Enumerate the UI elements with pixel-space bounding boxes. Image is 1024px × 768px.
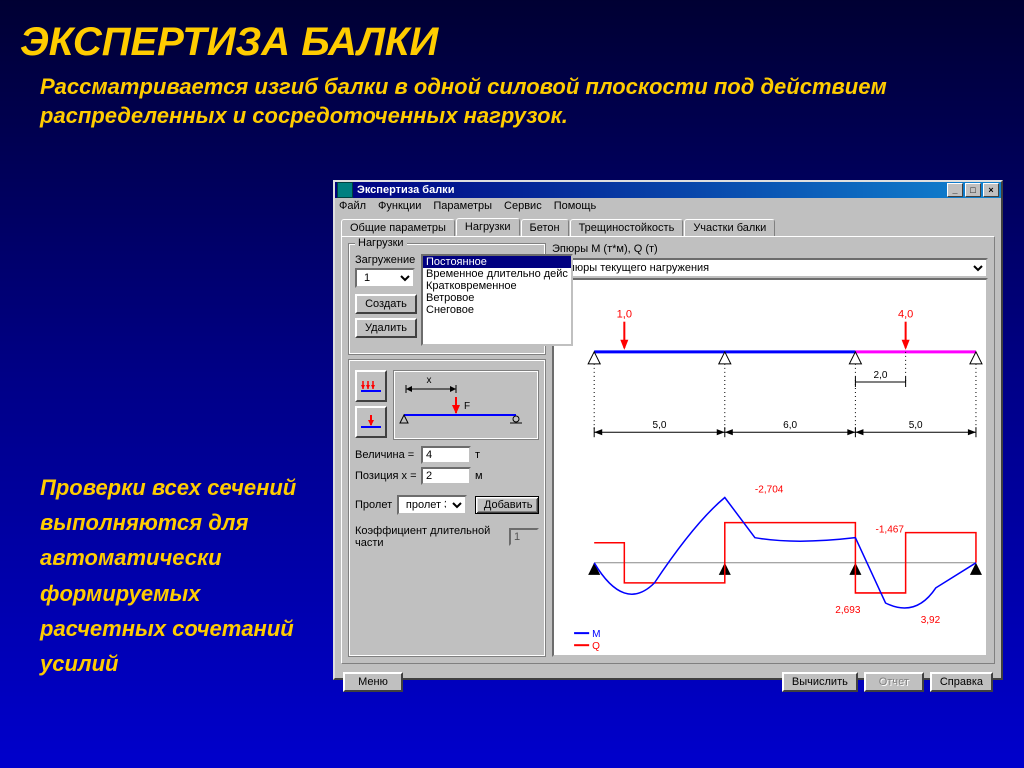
svg-text:1,0: 1,0 — [617, 309, 632, 321]
svg-text:5,0: 5,0 — [653, 420, 667, 431]
delete-button[interactable]: Удалить — [355, 318, 417, 338]
tab-spans[interactable]: Участки балки — [684, 219, 775, 237]
svg-text:Q: Q — [592, 641, 600, 652]
svg-text:4,0: 4,0 — [898, 309, 913, 321]
app-window: Экспертиза балки _ □ × Файл Функции Пара… — [333, 180, 1003, 680]
menu-functions[interactable]: Функции — [378, 200, 421, 212]
span-label: Пролет — [355, 499, 393, 511]
load-type-item[interactable]: Постоянное — [423, 256, 571, 268]
diagram-svg: 1,0 4,0 2,0 — [554, 280, 986, 655]
tab-crack[interactable]: Трещиностойкость — [570, 219, 684, 237]
load-type-item[interactable]: Временное длительно дейс — [423, 268, 571, 280]
svg-text:5,0: 5,0 — [909, 420, 923, 431]
coef-label: Коэффициент длительной части — [355, 525, 505, 549]
report-button: Отчет — [864, 672, 924, 692]
force-diagram-preview: x F — [393, 370, 539, 440]
help-button[interactable]: Справка — [930, 672, 993, 692]
menu-parameters[interactable]: Параметры — [433, 200, 492, 212]
app-icon — [337, 182, 353, 198]
loads-legend: Нагрузки — [355, 237, 407, 249]
titlebar: Экспертиза балки _ □ × — [335, 182, 1001, 198]
svg-text:3,92: 3,92 — [921, 615, 941, 626]
distributed-load-icon — [359, 377, 383, 395]
calculate-button[interactable]: Вычислить — [782, 672, 858, 692]
distributed-load-button[interactable] — [355, 370, 387, 402]
load-type-item[interactable]: Снеговое — [423, 304, 571, 316]
load-types-listbox[interactable]: Постоянное Временное длительно дейс Крат… — [421, 254, 573, 346]
loading-label: Загружение — [355, 254, 415, 266]
slide-title: ЭКСПЕРТИЗА БАЛКИ — [0, 0, 1024, 65]
span-select[interactable]: пролет 3 — [397, 495, 467, 515]
tab-loads[interactable]: Нагрузки — [456, 218, 520, 236]
create-button[interactable]: Создать — [355, 294, 417, 314]
loading-select[interactable]: 1 — [355, 268, 415, 288]
slide-note: Проверки всех сечений выполняются для ав… — [40, 470, 320, 681]
position-unit: м — [475, 470, 483, 482]
svg-text:x: x — [427, 375, 432, 386]
svg-text:-2,704: -2,704 — [755, 484, 784, 495]
bottom-bar: Меню Вычислить Отчет Справка — [335, 668, 1001, 696]
add-button[interactable]: Добавить — [475, 496, 539, 514]
diagram-area: 1,0 4,0 2,0 — [552, 278, 988, 657]
slide-subtitle: Рассматривается изгиб балки в одной сило… — [0, 65, 1024, 130]
magnitude-unit: т — [475, 449, 480, 461]
svg-text:F: F — [464, 401, 470, 412]
minimize-button[interactable]: _ — [947, 183, 963, 197]
svg-text:2,0: 2,0 — [874, 370, 888, 381]
diagram-dropdown[interactable]: Эпюры текущего нагружения — [552, 258, 988, 278]
tab-concrete[interactable]: Бетон — [521, 219, 569, 237]
magnitude-input[interactable] — [421, 446, 471, 464]
menubar: Файл Функции Параметры Сервис Помощь — [335, 198, 1001, 214]
menu-file[interactable]: Файл — [339, 200, 366, 212]
point-load-button[interactable] — [355, 406, 387, 438]
tabstrip: Общие параметры Нагрузки Бетон Трещиност… — [335, 214, 1001, 236]
magnitude-label: Величина = — [355, 449, 417, 461]
point-load-icon — [359, 413, 383, 431]
menu-button[interactable]: Меню — [343, 672, 403, 692]
loads-groupbox: Нагрузки Загружение 1 Создать Удалить По… — [348, 243, 546, 355]
svg-text:M: M — [592, 629, 600, 640]
force-groupbox: x F Величина =т Позиция x =м Пролетпрол — [348, 359, 546, 657]
menu-service[interactable]: Сервис — [504, 200, 542, 212]
svg-text:2,693: 2,693 — [835, 605, 861, 616]
load-type-item[interactable]: Кратковременное — [423, 280, 571, 292]
tab-content: Нагрузки Загружение 1 Создать Удалить По… — [341, 236, 995, 664]
close-button[interactable]: × — [983, 183, 999, 197]
menu-help[interactable]: Помощь — [554, 200, 597, 212]
tab-general[interactable]: Общие параметры — [341, 219, 455, 237]
maximize-button[interactable]: □ — [965, 183, 981, 197]
svg-text:-1,467: -1,467 — [875, 525, 904, 536]
svg-text:6,0: 6,0 — [783, 420, 797, 431]
position-input[interactable] — [421, 467, 471, 485]
position-label: Позиция x = — [355, 470, 417, 482]
window-title: Экспертиза балки — [357, 184, 454, 196]
load-type-item[interactable]: Ветровое — [423, 292, 571, 304]
coef-input — [509, 528, 539, 546]
